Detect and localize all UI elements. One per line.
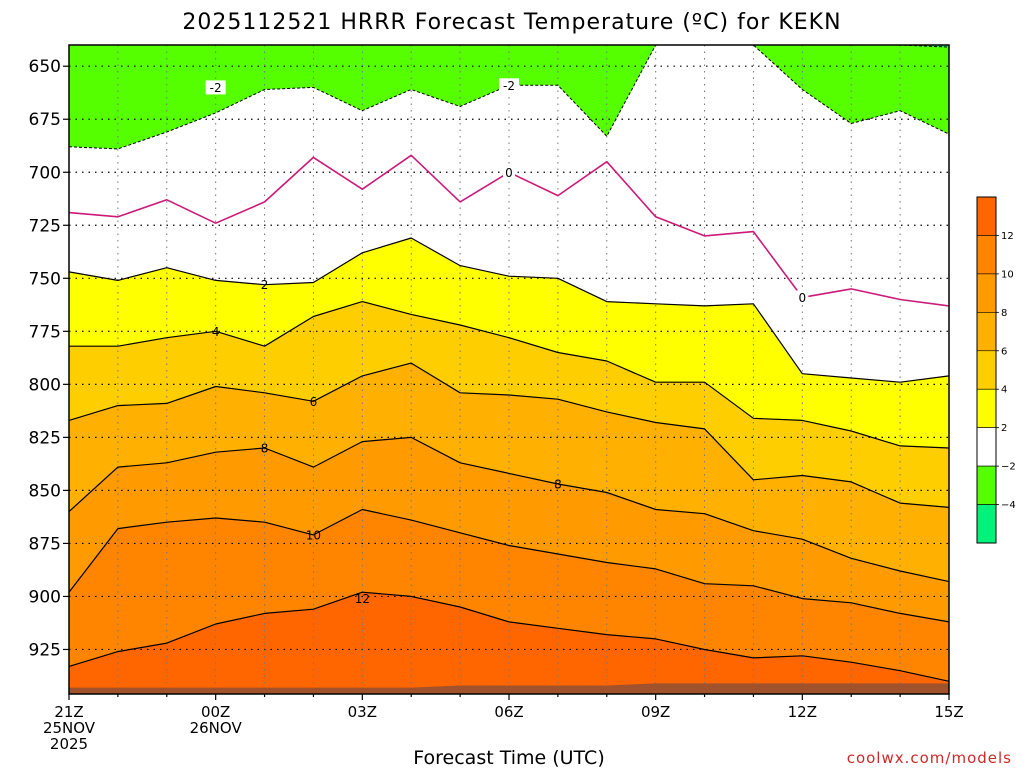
- contour-label-2: 0: [505, 166, 513, 180]
- y-tick-label-800: 800: [29, 375, 61, 395]
- colorbar-frame: [976, 196, 997, 544]
- contour-label-7: 8: [261, 441, 269, 455]
- contour-label-bg-1: [499, 78, 519, 93]
- contour-line-10: [68, 508, 950, 623]
- contour-label-10: 12: [355, 592, 370, 606]
- colorbar-bin-7: [976, 465, 997, 505]
- x-tick-label-6-0: 03Z: [348, 703, 377, 721]
- y-tick-label-775: 775: [29, 322, 61, 342]
- colorbar-bin-1: [976, 235, 997, 275]
- y-tick-label-700: 700: [29, 163, 61, 183]
- y-tick-label-650: 650: [29, 57, 61, 77]
- contour-label-5: 4: [212, 325, 220, 339]
- colorbar-tick-label-7: −4: [1001, 500, 1016, 511]
- plot-fills: [69, 45, 949, 695]
- x-tick-label-9-0: 06Z: [494, 703, 523, 721]
- terrain-band: [69, 683, 949, 694]
- colorbar-bin-3: [976, 312, 997, 352]
- x-tick-label-0-1: 25NOV: [43, 719, 96, 737]
- colorbar-bin-8: [976, 504, 997, 544]
- x-tick-label-3-1: 26NOV: [190, 719, 243, 737]
- colorbar-tick-label-2: 8: [1001, 308, 1007, 319]
- contour-label-3: 0: [799, 291, 807, 305]
- x-axis-label: Forecast Time (UTC): [413, 747, 604, 768]
- x-tick-label-18-0: 15Z: [934, 703, 963, 721]
- y-tick-label-675: 675: [29, 110, 61, 130]
- colorbar-bin-5: [976, 388, 997, 428]
- colorbar-bin-6: [976, 427, 997, 467]
- y-tick-label-925: 925: [29, 640, 61, 660]
- chart-title: 2025112521 HRRR Forecast Temperature (ºC…: [182, 10, 841, 35]
- plot-terrain: [69, 683, 949, 694]
- y-tick-label-875: 875: [29, 534, 61, 554]
- contour-label-bg-3: [796, 290, 809, 305]
- colorbar-tick-label-4: 4: [1001, 385, 1007, 396]
- colorbar-tick-label-5: 2: [1001, 423, 1007, 434]
- credit-text: coolwx.com/models: [847, 749, 1012, 767]
- colorbar-bin-4: [976, 350, 997, 390]
- contour-line-4: [69, 301, 950, 449]
- contour-label-9: 10: [306, 528, 321, 542]
- colorbar-tick-label-6: −2: [1001, 462, 1016, 473]
- x-tick-label-15-0: 12Z: [788, 703, 817, 721]
- x-tick-label-0-0: 21Z: [54, 703, 83, 721]
- contour-line-m2: [68, 44, 950, 150]
- colorbar-tick-label-0: 12: [1001, 231, 1014, 242]
- contour-label-4: 2: [261, 278, 269, 292]
- contour-label-bg-0: [205, 80, 226, 95]
- y-tick-label-725: 725: [29, 216, 61, 236]
- colorbar-tick-label-3: 6: [1001, 346, 1007, 357]
- y-tick-label-825: 825: [29, 428, 61, 448]
- contour-label-0: -2: [210, 81, 222, 95]
- y-tick-label-900: 900: [29, 587, 61, 607]
- contour-line-2: [68, 237, 950, 383]
- colorbar-legend: 12 10 8 6 4 2 −2 −4: [976, 196, 1016, 544]
- x-tick-label-12-0: 09Z: [641, 703, 670, 721]
- y-tick-label-850: 850: [29, 481, 61, 501]
- contour-line-12: [68, 591, 950, 682]
- contour-label-1: -2: [503, 79, 515, 93]
- x-tick-label-3-0: 00Z: [201, 703, 230, 721]
- colorbar-tick-label-1: 10: [1001, 269, 1014, 280]
- y-axis: 650 675 700 725 750 775 800 825 850 875 900 925: [29, 57, 69, 660]
- x-tick-label-0-2: 2025: [50, 735, 88, 753]
- contour-label-6: 6: [310, 395, 318, 409]
- colorbar-bin-0: [976, 196, 997, 236]
- contour-line-6: [68, 362, 950, 508]
- contour-label-bg-2: [503, 165, 515, 180]
- plot-grid: [69, 45, 949, 694]
- contour-label-8: 8: [554, 478, 562, 492]
- plot-labels: -2 -2 0 0 2 4 6 8 8 10 12: [205, 78, 809, 606]
- contour-line-8: [68, 436, 950, 583]
- colorbar-bin-2: [976, 273, 997, 313]
- y-tick-label-750: 750: [29, 269, 61, 289]
